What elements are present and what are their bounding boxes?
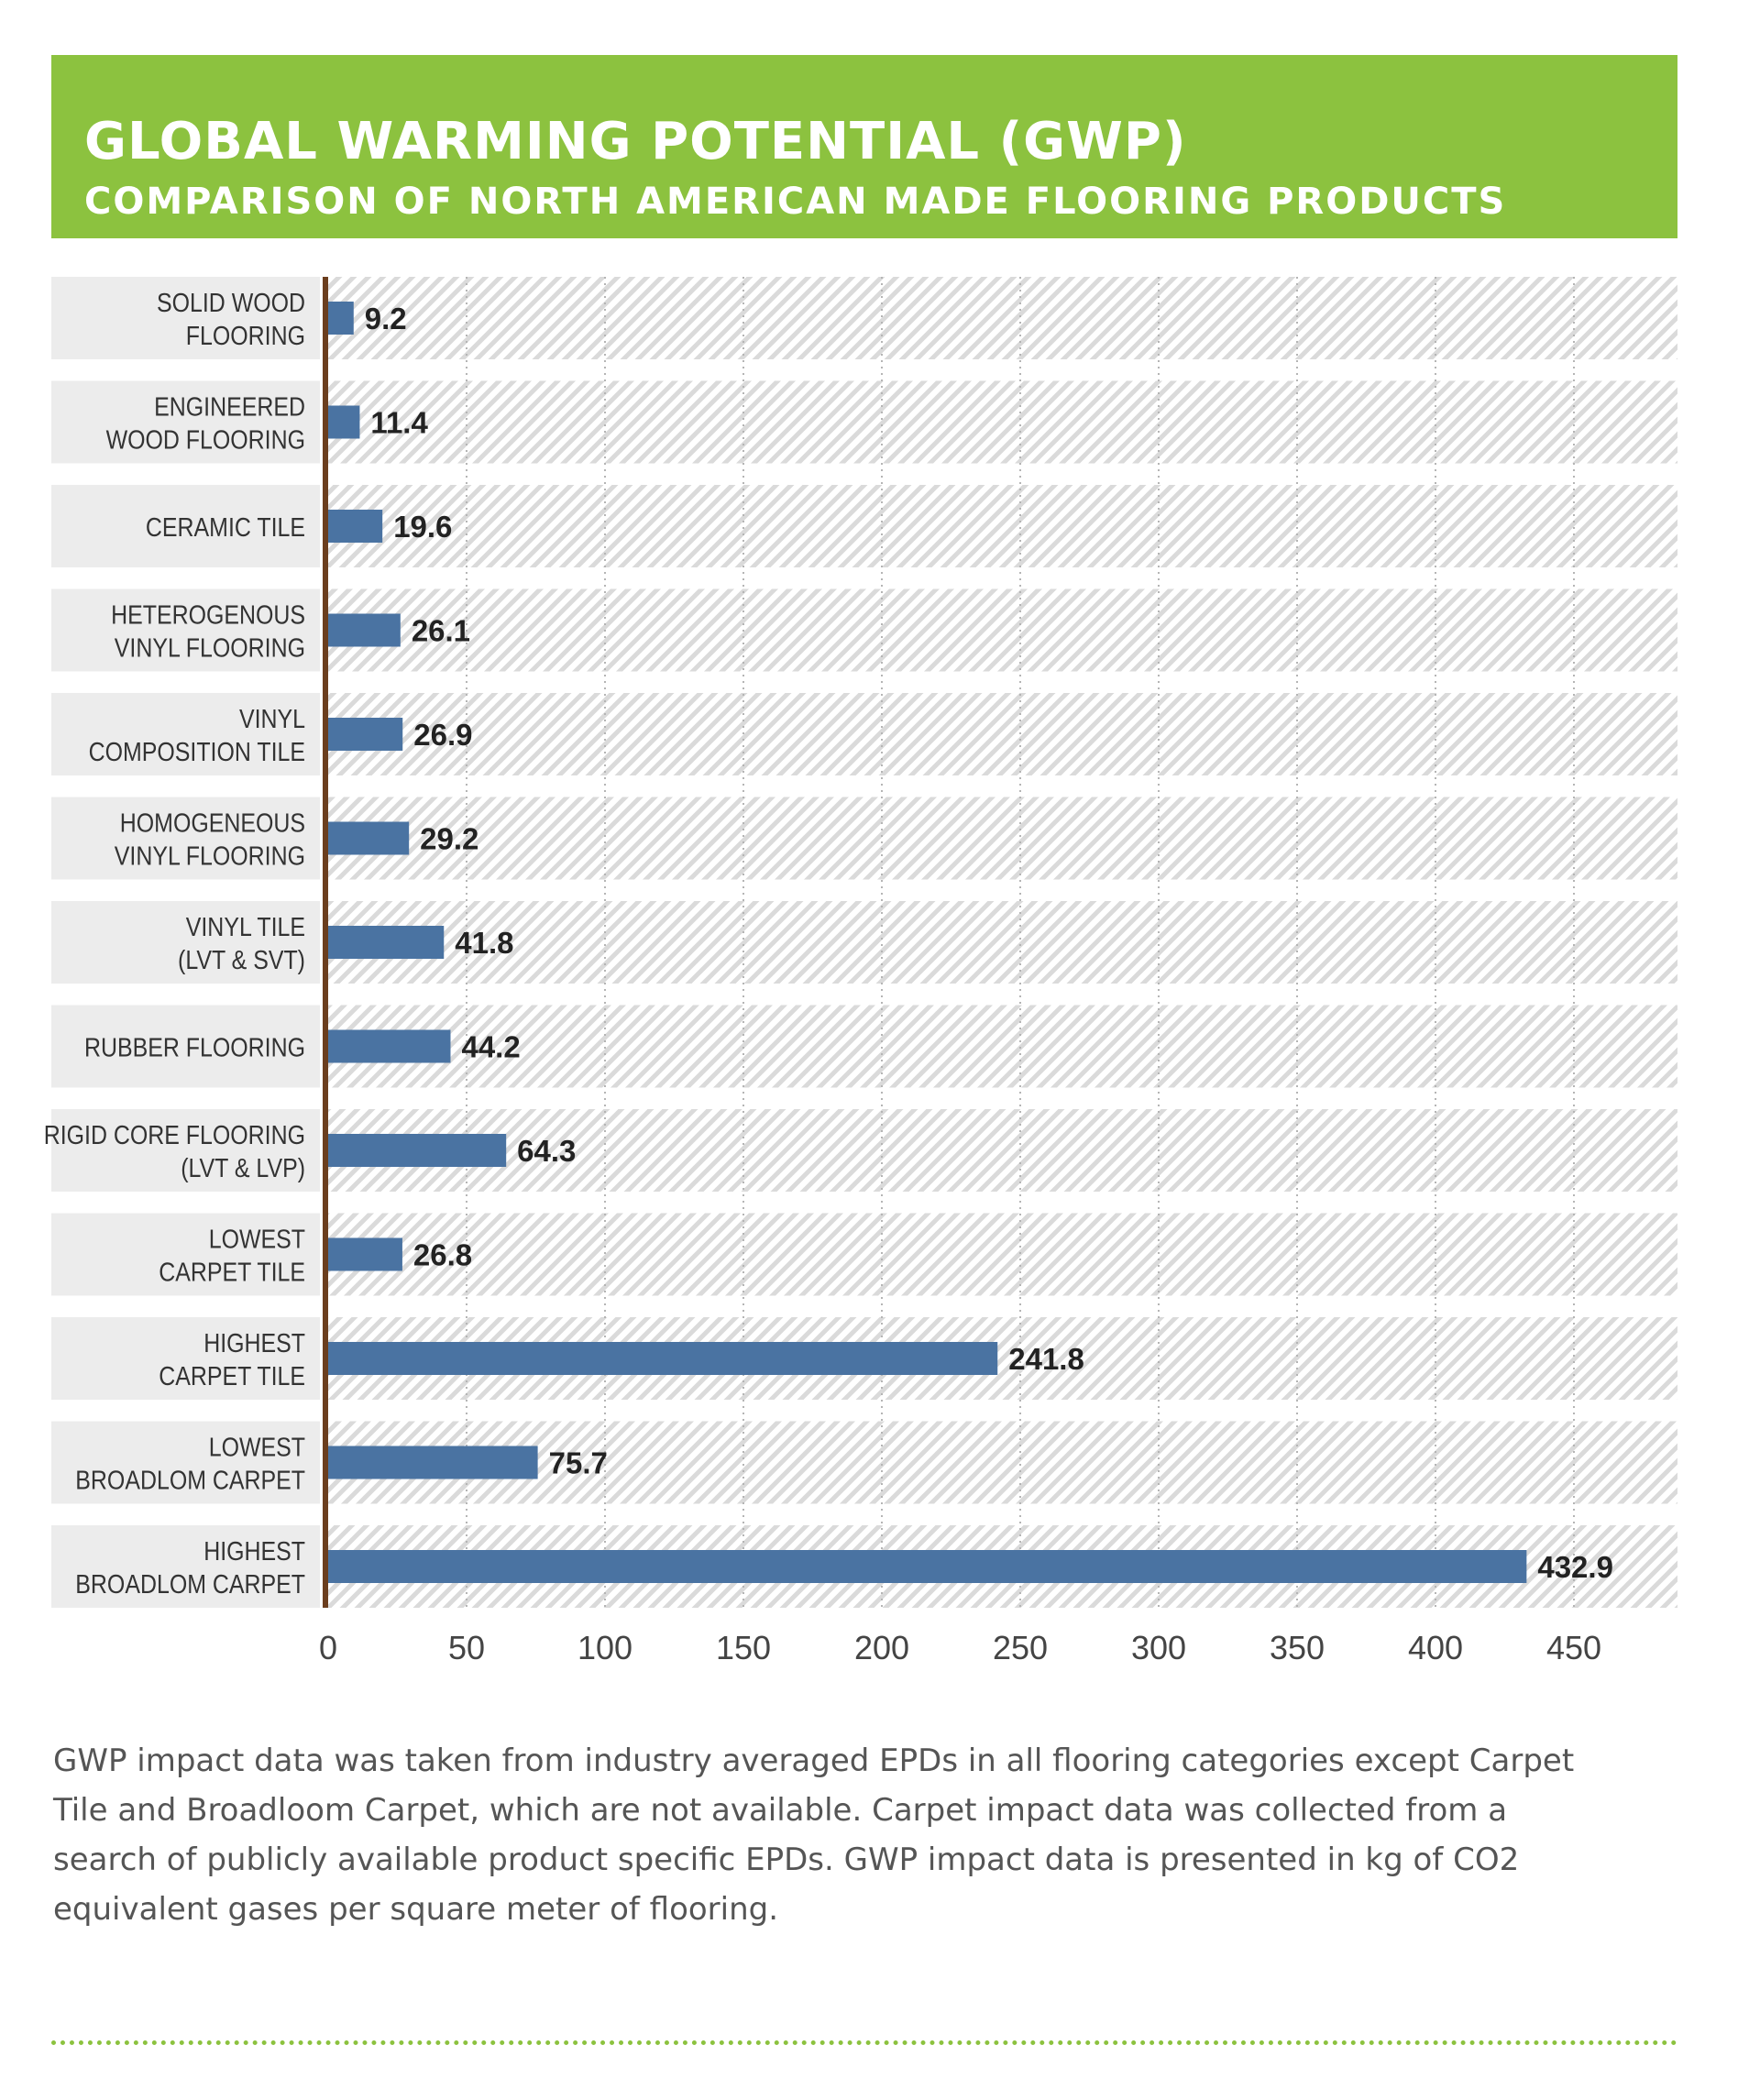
row-hatch-background — [325, 1421, 1678, 1504]
row-label-panel — [51, 588, 320, 672]
x-tick-label: 0 — [319, 1629, 337, 1666]
category-label: WOOD FLOORING — [106, 425, 305, 455]
data-bar — [328, 926, 445, 959]
data-bar — [328, 1550, 1527, 1583]
row-label-panel — [51, 1317, 320, 1400]
category-label: COMPOSITION TILE — [89, 737, 305, 766]
category-label: HETEROGENOUS — [111, 600, 305, 630]
category-label: CARPET TILE — [159, 1258, 305, 1287]
value-label: 241.8 — [1008, 1342, 1084, 1376]
category-label: HIGHEST — [204, 1536, 305, 1566]
data-bar — [328, 302, 354, 335]
row-label-panel — [51, 1213, 320, 1296]
data-bar — [328, 1134, 507, 1167]
value-label: 26.8 — [413, 1238, 472, 1272]
row-label-panel — [51, 1421, 320, 1504]
row-label-panel — [51, 1005, 320, 1088]
row-label-panel — [51, 277, 320, 359]
row-hatch-background — [325, 380, 1678, 464]
category-label: HOMOGENEOUS — [120, 808, 305, 838]
data-bar — [328, 405, 360, 439]
chart-title: GLOBAL WARMING POTENTIAL (GWP) — [84, 112, 1187, 171]
row-label-panel — [51, 485, 320, 567]
category-label: VINYL FLOORING — [115, 841, 305, 871]
category-label: BROADLOM CARPET — [75, 1466, 305, 1495]
category-label: VINYL TILE — [186, 912, 305, 941]
data-bar — [328, 718, 403, 751]
category-label: RIGID CORE FLOORING — [44, 1120, 305, 1149]
value-label: 29.2 — [420, 822, 478, 856]
data-bar — [328, 821, 410, 855]
row-label-panel — [51, 1525, 320, 1608]
value-label: 432.9 — [1537, 1550, 1613, 1584]
row-hatch-background — [325, 277, 1678, 359]
x-tick-label: 300 — [1131, 1629, 1186, 1666]
value-label: 41.8 — [455, 926, 513, 960]
row-label-panel — [51, 901, 320, 984]
row-hatch-background — [325, 1005, 1678, 1088]
data-bar — [328, 613, 401, 647]
value-label: 75.7 — [549, 1446, 608, 1480]
row-hatch-background — [325, 485, 1678, 567]
category-label: VINYL FLOORING — [115, 633, 305, 663]
data-bar — [328, 1237, 402, 1271]
category-label: (LVT & LVP) — [181, 1153, 305, 1182]
row-label-panel — [51, 380, 320, 464]
category-label: VINYL — [239, 704, 305, 733]
row-label-panel — [51, 797, 320, 880]
category-label: HIGHEST — [204, 1328, 305, 1358]
category-label: LOWEST — [209, 1433, 305, 1462]
row-hatch-background — [325, 1109, 1678, 1192]
x-tick-label: 400 — [1408, 1629, 1463, 1666]
x-tick-label: 450 — [1546, 1629, 1601, 1666]
x-tick-label: 250 — [993, 1629, 1048, 1666]
dotted-divider — [51, 2040, 1678, 2045]
category-label: CARPET TILE — [159, 1361, 305, 1391]
row-hatch-background — [325, 693, 1678, 775]
value-label: 19.6 — [393, 510, 452, 544]
category-label: LOWEST — [209, 1225, 305, 1254]
row-label-panel — [51, 693, 320, 775]
value-label: 26.1 — [412, 614, 470, 648]
category-label: CERAMIC TILE — [146, 512, 305, 542]
footnote: GWP impact data was taken from industry … — [53, 1743, 1575, 1928]
row-hatch-background — [325, 588, 1678, 672]
category-label: SOLID WOOD — [157, 288, 305, 317]
row-hatch-background — [325, 1213, 1678, 1296]
data-bar — [328, 510, 383, 543]
x-tick-label: 150 — [716, 1629, 771, 1666]
row-hatch-background — [325, 901, 1678, 984]
data-bar — [328, 1029, 451, 1063]
value-label: 26.9 — [413, 718, 472, 752]
value-label: 11.4 — [370, 406, 428, 440]
value-label: 64.3 — [517, 1134, 576, 1168]
category-label: ENGINEERED — [154, 392, 305, 422]
category-label: BROADLOM CARPET — [75, 1569, 305, 1599]
data-bar — [328, 1446, 538, 1479]
chart-subtitle: COMPARISON OF NORTH AMERICAN MADE FLOORI… — [84, 181, 1507, 223]
category-label: FLOORING — [186, 321, 305, 350]
value-label: 9.2 — [365, 302, 407, 335]
value-label: 44.2 — [461, 1030, 520, 1064]
x-tick-label: 100 — [578, 1629, 632, 1666]
x-tick-label: 350 — [1270, 1629, 1325, 1666]
row-label-panel — [51, 1109, 320, 1192]
row-hatch-background — [325, 797, 1678, 880]
category-label: (LVT & SVT) — [178, 945, 305, 974]
x-tick-label: 50 — [448, 1629, 485, 1666]
chart-header: GLOBAL WARMING POTENTIAL (GWP) COMPARISO… — [51, 55, 1678, 238]
x-tick-label: 200 — [854, 1629, 909, 1666]
category-label: RUBBER FLOORING — [84, 1033, 305, 1062]
data-bar — [328, 1342, 998, 1375]
